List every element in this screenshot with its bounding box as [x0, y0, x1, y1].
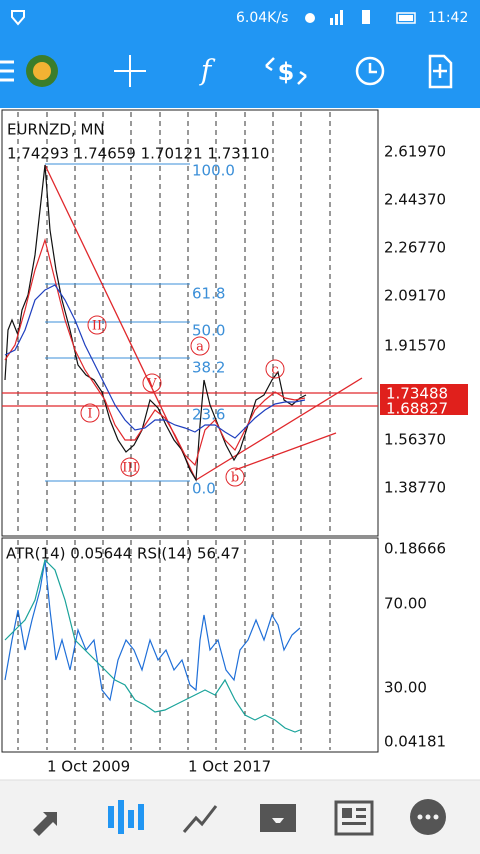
price-label-bg — [380, 401, 468, 415]
period-separators — [17, 112, 331, 750]
trade-icon[interactable]: $ — [278, 58, 295, 86]
price-series — [4, 164, 307, 482]
fib-label: 0.0 — [192, 480, 216, 498]
fib-label: 50.0 — [192, 322, 225, 340]
wave-label: I — [87, 407, 92, 422]
price-label-bg — [380, 384, 468, 402]
indicator-label: ATR(14) 0.05644 RSI(14) 56.47 — [6, 545, 240, 563]
rsi-line — [4, 559, 301, 702]
price-line-label: 1.68827 — [386, 400, 448, 418]
price-tick: 1.56370 — [384, 431, 446, 449]
ohlc: 1.74293 1.74659 1.70121 1.73110 — [7, 145, 269, 163]
fib-label: 61.8 — [192, 285, 225, 303]
bottom-nav — [0, 780, 480, 854]
price-tick: 2.09170 — [384, 287, 446, 305]
current-price: 1.73488 — [386, 385, 448, 403]
wave-label: II — [92, 319, 102, 334]
price-tick: 1.38770 — [384, 479, 446, 497]
indicator-tick: 70.00 — [384, 595, 427, 613]
fib-lines — [45, 163, 190, 482]
date-label: 1 Oct 2017 — [188, 758, 271, 776]
atr-line — [4, 558, 301, 733]
indicator-frame — [1, 537, 379, 753]
wave-label: V — [146, 377, 157, 392]
date-label: 1 Oct 2009 — [47, 758, 130, 776]
indicator-tick: 0.04181 — [384, 733, 446, 751]
fib-label: 100.0 — [192, 162, 235, 180]
fib-label: 23.6 — [192, 406, 225, 424]
chat-dots — [417, 814, 439, 820]
toolbar-icons — [0, 54, 453, 89]
wave-label: a — [196, 340, 204, 355]
indicator-tick: 30.00 — [384, 679, 427, 697]
wave-label: c — [271, 363, 278, 378]
status-icon — [11, 10, 25, 26]
price-tick: 1.91570 — [384, 337, 446, 355]
network-speed: 6.04K/s — [236, 10, 288, 26]
symbol: EURNZD, MN — [7, 121, 105, 139]
wave-label: b — [231, 471, 239, 486]
indicator-tick: 0.18666 — [384, 540, 446, 558]
status-icons — [305, 10, 416, 25]
fib-label: 38.2 — [192, 359, 225, 377]
wave-label: III — [122, 461, 137, 476]
price-tick: 2.26770 — [384, 239, 446, 257]
price-tick: 2.44370 — [384, 191, 446, 209]
clock: 11:42 — [428, 10, 468, 26]
main-chart-frame — [1, 109, 379, 537]
wave-circles — [80, 315, 285, 487]
app-logo-center — [33, 62, 51, 80]
price-tick: 2.61970 — [384, 143, 446, 161]
moving-average-slow — [4, 284, 306, 439]
moving-average-fast — [4, 237, 306, 467]
